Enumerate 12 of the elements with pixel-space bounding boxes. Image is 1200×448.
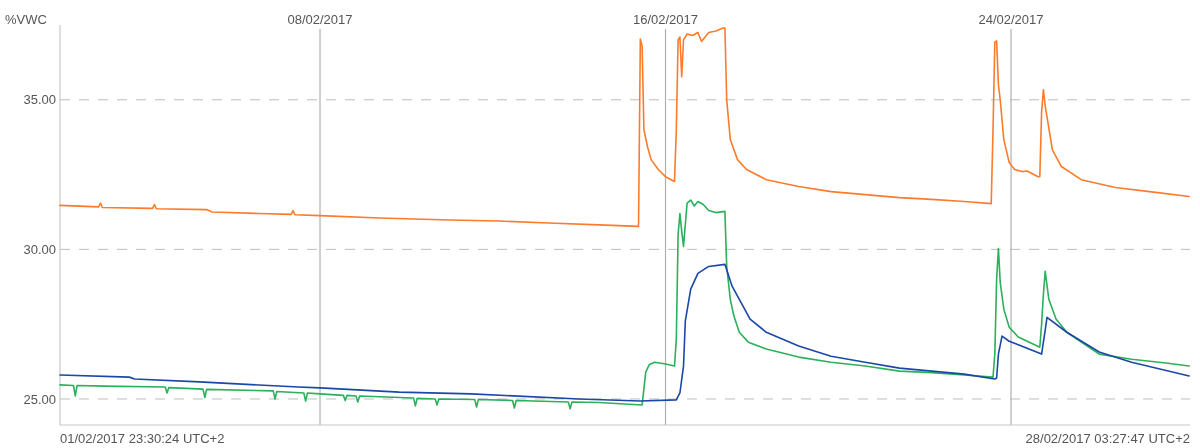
y-tick-label: 25.00 (23, 391, 56, 407)
y-tick-label: 35.00 (23, 92, 56, 108)
x-tick-label: 16/02/2017 (632, 12, 699, 27)
y-tick-label: 30.00 (23, 241, 56, 257)
text: 01/02/2017 23:30:24 UTC+2 (60, 431, 225, 446)
text: 28/02/2017 03:27:47 UTC+2 (1025, 431, 1190, 446)
line-series (59, 27, 1190, 228)
line-series (59, 263, 1190, 402)
x-tick-label: 24/02/2017 (978, 12, 1044, 27)
y-axis-title: %VWC (5, 12, 47, 27)
line-series (59, 199, 1190, 410)
x-tick-label: 08/02/2017 (287, 12, 353, 27)
